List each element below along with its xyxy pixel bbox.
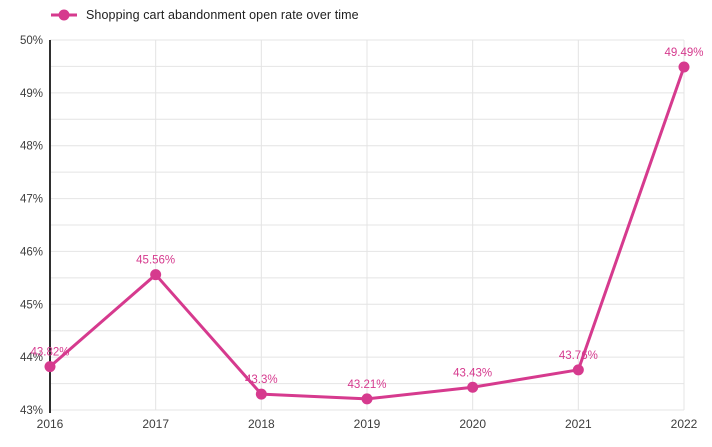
data-point[interactable]: [572, 364, 584, 376]
data-point-label: 43.82%: [30, 347, 69, 359]
data-point[interactable]: [678, 61, 690, 73]
y-axis-tick-label: 49%: [20, 88, 43, 100]
data-point-label: 43.43%: [453, 367, 492, 379]
y-axis-tick-label: 50%: [20, 35, 43, 47]
x-axis-tick-label: 2018: [248, 417, 275, 431]
chart-legend: Shopping cart abandonment open rate over…: [50, 6, 359, 24]
data-point-label: 43.76%: [559, 350, 598, 362]
data-point-label: 45.56%: [136, 255, 175, 267]
x-axis-tick-label: 2021: [565, 417, 592, 431]
y-axis-tick-label: 45%: [20, 299, 43, 311]
data-point[interactable]: [467, 381, 479, 393]
data-point[interactable]: [255, 388, 267, 400]
legend-series-label: Shopping cart abandonment open rate over…: [86, 8, 359, 22]
data-point[interactable]: [44, 361, 56, 373]
legend-line-marker-icon: [51, 9, 77, 21]
x-axis-tick-label: 2020: [459, 417, 486, 431]
y-axis-tick-label: 47%: [20, 194, 43, 206]
data-point-label: 43.21%: [347, 379, 386, 391]
y-axis-tick-label: 46%: [20, 246, 43, 258]
y-axis-tick-label: 44%: [20, 352, 43, 364]
data-point-label: 43.3%: [245, 374, 278, 386]
x-axis-tick-label: 2022: [671, 417, 698, 431]
y-axis-tick-label: 43%: [20, 405, 43, 417]
data-point[interactable]: [150, 269, 162, 281]
y-axis-tick-label: 48%: [20, 141, 43, 153]
data-point-label: 49.49%: [664, 47, 703, 59]
x-axis-tick-label: 2016: [37, 417, 64, 431]
x-axis-tick-label: 2017: [142, 417, 169, 431]
data-point[interactable]: [361, 393, 373, 405]
x-axis-tick-label: 2019: [354, 417, 381, 431]
